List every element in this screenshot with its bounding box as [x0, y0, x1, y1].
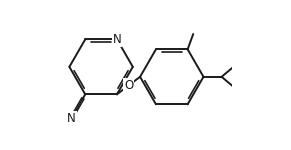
Text: O: O: [124, 79, 133, 92]
Text: N: N: [113, 33, 121, 46]
Text: N: N: [67, 112, 76, 125]
